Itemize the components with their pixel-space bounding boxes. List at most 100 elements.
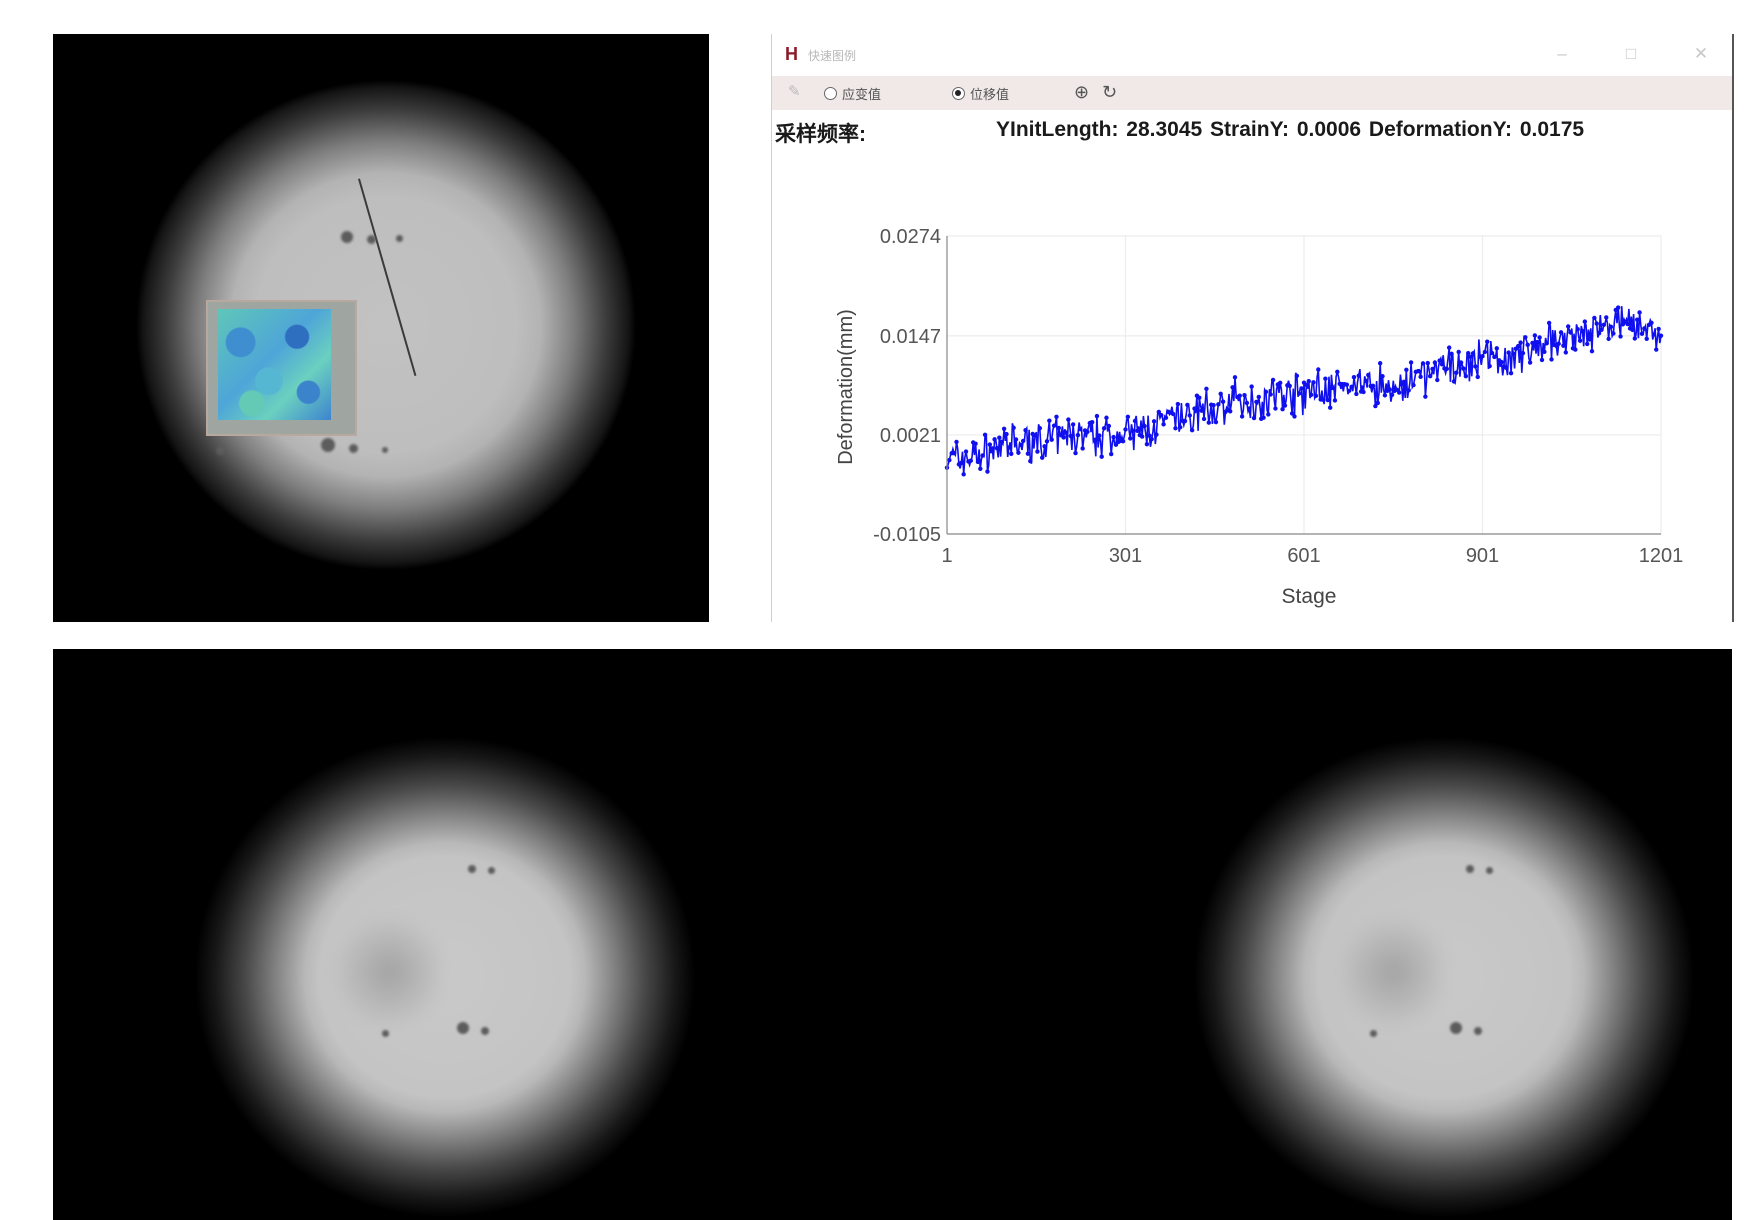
data-point xyxy=(1206,420,1211,425)
data-point xyxy=(985,469,990,474)
data-point xyxy=(1147,433,1152,438)
data-point xyxy=(1556,341,1561,346)
data-point xyxy=(1456,349,1461,355)
data-point xyxy=(1577,338,1583,343)
x-axis-label: Stage xyxy=(1282,585,1337,608)
data-point xyxy=(959,460,964,466)
deformation-chart[interactable]: 1 301 601 901 12010.02740.01470.0021-0.0105 … xyxy=(772,152,1732,612)
data-point xyxy=(1439,362,1445,367)
data-point xyxy=(1313,393,1319,399)
maximize-icon[interactable]: □ xyxy=(1625,44,1637,63)
data-point xyxy=(1635,317,1640,322)
data-point xyxy=(1408,360,1414,365)
speckle-dot xyxy=(349,444,358,453)
speckle-dot xyxy=(457,1022,469,1034)
data-point xyxy=(1561,343,1566,348)
data-point xyxy=(1518,340,1523,345)
data-point xyxy=(1380,374,1385,379)
data-point xyxy=(1449,351,1454,357)
data-point xyxy=(1163,415,1169,420)
roi-box[interactable] xyxy=(206,300,357,436)
data-point xyxy=(1156,409,1162,415)
data-point xyxy=(1473,364,1478,369)
title-bar[interactable]: H 快速图例 – □ ✕ xyxy=(772,34,1732,76)
radio-displacement[interactable]: 位移值 xyxy=(952,84,1009,103)
data-point xyxy=(1104,415,1109,420)
app-logo-icon: H xyxy=(785,44,798,64)
radio-circle[interactable] xyxy=(824,87,837,100)
data-point xyxy=(1489,350,1495,356)
data-point xyxy=(1332,398,1338,403)
data-point xyxy=(1213,419,1219,425)
data-point xyxy=(1292,414,1297,419)
data-point xyxy=(1418,374,1423,380)
data-point xyxy=(1642,326,1647,331)
data-point xyxy=(1268,392,1273,397)
speckle-dot xyxy=(481,1027,489,1035)
data-point xyxy=(1159,412,1164,418)
data-point xyxy=(1054,414,1059,420)
zoom-icon[interactable]: ⊕ xyxy=(1074,82,1090,102)
data-point xyxy=(1506,350,1511,355)
data-point xyxy=(1639,331,1645,336)
data-point xyxy=(1549,357,1554,362)
speckle-dot xyxy=(1466,865,1474,873)
data-point xyxy=(1649,320,1654,325)
y-axis-label: Deformation(mm) xyxy=(835,309,857,465)
data-point xyxy=(1189,428,1195,433)
data-point xyxy=(1111,434,1116,440)
y-tick-label: -0.0105 xyxy=(873,524,941,546)
data-point xyxy=(1144,441,1150,447)
data-point xyxy=(1482,349,1488,355)
data-point xyxy=(1187,413,1192,418)
data-point xyxy=(1377,361,1383,366)
close-icon[interactable]: ✕ xyxy=(1693,44,1709,63)
data-point xyxy=(1604,315,1609,320)
data-point xyxy=(1511,351,1516,356)
data-point xyxy=(1658,333,1664,338)
radio-strain[interactable]: 应变值 xyxy=(824,84,881,103)
data-point xyxy=(1004,431,1009,437)
data-point xyxy=(1637,310,1642,315)
data-point xyxy=(1254,399,1259,405)
reset-icon[interactable]: ↻ xyxy=(1102,82,1118,102)
data-point xyxy=(1040,455,1045,460)
data-point xyxy=(992,437,997,442)
data-point xyxy=(1120,439,1126,444)
data-point xyxy=(1311,380,1316,385)
data-point xyxy=(1282,403,1288,408)
data-point xyxy=(1573,347,1578,352)
data-point xyxy=(1451,379,1457,384)
x-tick-label: 1201 xyxy=(1639,545,1684,567)
data-point xyxy=(1320,397,1326,402)
data-point xyxy=(1615,305,1621,310)
camera-view-left xyxy=(195,737,695,1217)
speckle-dot xyxy=(1370,1030,1377,1037)
speckle-dot xyxy=(468,865,476,873)
data-point xyxy=(1446,345,1452,350)
radio-circle[interactable] xyxy=(952,87,965,100)
data-point xyxy=(1080,446,1085,451)
data-point xyxy=(1280,406,1285,412)
data-point xyxy=(975,459,981,465)
data-point xyxy=(1018,442,1023,448)
data-point xyxy=(1423,394,1428,399)
camera-view-main xyxy=(53,34,709,622)
data-point xyxy=(1161,422,1166,427)
data-point xyxy=(1565,324,1571,329)
export-icon[interactable]: ✎ xyxy=(788,83,801,100)
data-point xyxy=(1599,327,1604,332)
data-point xyxy=(1151,419,1157,424)
x-tick-label: 901 xyxy=(1466,545,1499,567)
data-point xyxy=(973,441,978,446)
data-point xyxy=(1011,425,1016,430)
minimize-icon[interactable]: – xyxy=(1557,44,1567,63)
speckle-dot xyxy=(382,1030,389,1037)
data-point xyxy=(1299,386,1304,391)
data-point xyxy=(1575,327,1580,332)
data-point xyxy=(1256,394,1261,400)
data-point xyxy=(990,446,995,451)
data-point xyxy=(997,435,1002,440)
data-point xyxy=(1520,350,1526,356)
data-point xyxy=(1109,451,1114,457)
